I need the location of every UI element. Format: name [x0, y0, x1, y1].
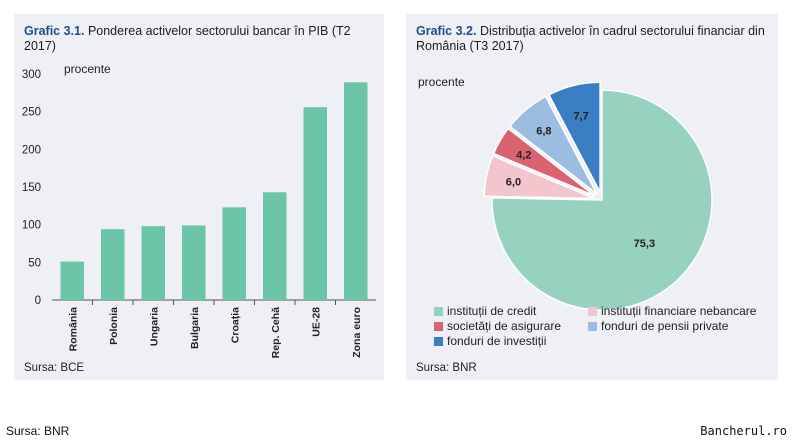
- legend-label: instituții financiare nebancare: [601, 304, 757, 318]
- y-tick-label: 200: [22, 144, 41, 156]
- x-tick-label: Rep. Cehă: [270, 307, 282, 359]
- y-tick-label: 150: [22, 182, 41, 194]
- legend-item: instituții de credit: [434, 304, 536, 318]
- y-tick-label: 250: [22, 107, 41, 119]
- x-tick-label: Ungaria: [148, 307, 160, 346]
- legend-item: fonduri de investiții: [434, 334, 546, 348]
- pie-chart-panel: Grafic 3.2. Distribuția activelor în cad…: [406, 14, 778, 380]
- legend-item: societăți de asigurare: [434, 319, 561, 333]
- x-tick-label: Polonia: [108, 307, 120, 345]
- legend-label: fonduri de pensii private: [601, 319, 729, 333]
- y-tick-label: 300: [22, 69, 41, 81]
- x-tick-label: România: [67, 307, 79, 352]
- pie-data-label: 6,0: [506, 176, 521, 188]
- bar-chart-title-text: Ponderea activelor sectorului bancar în …: [24, 24, 351, 53]
- footer-source: Sursa: BNR: [6, 424, 70, 438]
- pie-chart-unit: procente: [418, 75, 465, 89]
- x-tick-label: UE-28: [310, 307, 322, 337]
- pie-chart-source: Sursa: BNR: [416, 362, 477, 374]
- footer-brand: Bancherul.ro: [700, 424, 787, 438]
- pie-data-label: 6,8: [536, 126, 551, 138]
- y-tick-label: 0: [35, 295, 41, 307]
- pie-data-label: 4,2: [516, 149, 531, 161]
- legend-swatch: [434, 321, 443, 331]
- bar: [222, 207, 246, 300]
- pie-slice: [547, 81, 601, 193]
- pie-chart-title-text: Distribuția activelor în cadrul sectorul…: [416, 24, 765, 53]
- pie-data-label: 75,3: [634, 238, 655, 250]
- y-tick-label: 50: [28, 257, 41, 269]
- legend-label: fonduri de investiții: [447, 334, 547, 348]
- bar: [182, 225, 206, 300]
- legend-swatch: [588, 321, 597, 331]
- bar-chart-svg: 0 50 100 150 200 250 300 România Polonia Ungaria B…: [22, 69, 376, 359]
- legend-item: instituții financiare nebancare: [588, 304, 756, 318]
- bar-chart-panel: Grafic 3.1. Ponderea activelor sectorulu…: [14, 14, 384, 380]
- legend-item: fonduri de pensii private: [588, 319, 728, 333]
- pie-slice: [492, 127, 596, 197]
- bar-chart-title: Grafic 3.1. Ponderea activelor sectorulu…: [24, 24, 374, 54]
- pie-slice: [491, 89, 713, 311]
- bar-chart-label: Grafic 3.1.: [24, 24, 85, 38]
- bar-chart-source: Sursa: BCE: [24, 362, 85, 374]
- bar: [263, 192, 287, 300]
- x-tick-label: Bulgaria: [189, 307, 201, 349]
- bar: [141, 226, 165, 300]
- pie-chart-title: Grafic 3.2. Distribuția activelor în cad…: [416, 24, 768, 54]
- pie-slice: [483, 154, 595, 200]
- bar: [303, 107, 327, 300]
- y-tick-label: 100: [22, 220, 41, 232]
- legend-label: societăți de asigurare: [447, 319, 562, 333]
- pie-chart-label: Grafic 3.2.: [416, 24, 477, 38]
- bar: [60, 261, 84, 300]
- legend-swatch: [434, 306, 443, 316]
- legend-swatch: [434, 336, 443, 346]
- pie-data-label: 7,7: [573, 110, 588, 122]
- bar-chart-unit: procente: [64, 62, 111, 76]
- pie-chart-svg: 75,3 6,0 4,2 6,8 7,7: [483, 81, 713, 311]
- bar: [344, 82, 368, 300]
- bar: [101, 229, 125, 300]
- legend-label: instituții de credit: [447, 304, 537, 318]
- pie-slice: [508, 95, 598, 195]
- legend-swatch: [588, 306, 597, 316]
- x-tick-label: Zona euro: [351, 307, 363, 358]
- x-tick-label: Croația: [229, 307, 241, 343]
